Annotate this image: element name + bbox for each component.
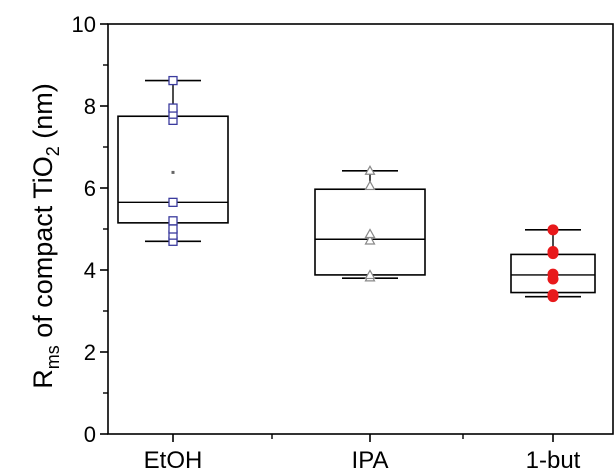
data-point [364,269,376,280]
y-label-mid: of compact TiO [28,156,58,345]
data-point [364,180,376,191]
data-point [364,165,376,175]
y-tick-label: 6 [84,176,96,201]
data-point [547,268,559,280]
data-point [168,75,178,86]
y-tick-label: 0 [84,422,96,447]
y-label-sub2: 2 [43,146,63,156]
y-tick-label: 10 [72,12,96,37]
mean-marker [171,170,175,174]
data-point [168,224,178,234]
box-group-1-but [510,224,596,303]
box-group-ipa [314,165,426,282]
data-point [547,289,559,301]
x-category-label: 1-but [526,447,581,474]
y-tick-label: 4 [84,258,96,283]
y-label-end: (nm) [28,83,58,146]
data-point [547,224,559,236]
box-series [117,75,596,303]
data-point [364,234,376,245]
plot-area [107,23,614,435]
y-tick-label: 8 [84,94,96,119]
box-group-etoh [117,75,229,246]
x-category-label: IPA [352,447,389,474]
y-label-sub1: ms [43,345,63,369]
data-point [547,246,559,258]
y-label-main: R [28,369,58,389]
plot-frame [107,23,614,435]
y-axis-label: Rms of compact TiO2 (nm) [28,83,63,389]
x-axis: EtOH IPA 1-but [144,434,581,474]
y-axis: 0 2 4 6 8 10 [72,12,108,447]
data-point [168,103,178,113]
data-point [168,216,178,226]
data-point [364,228,376,239]
data-point [168,197,178,208]
x-category-label: EtOH [144,447,203,474]
y-tick-label: 2 [84,340,96,365]
